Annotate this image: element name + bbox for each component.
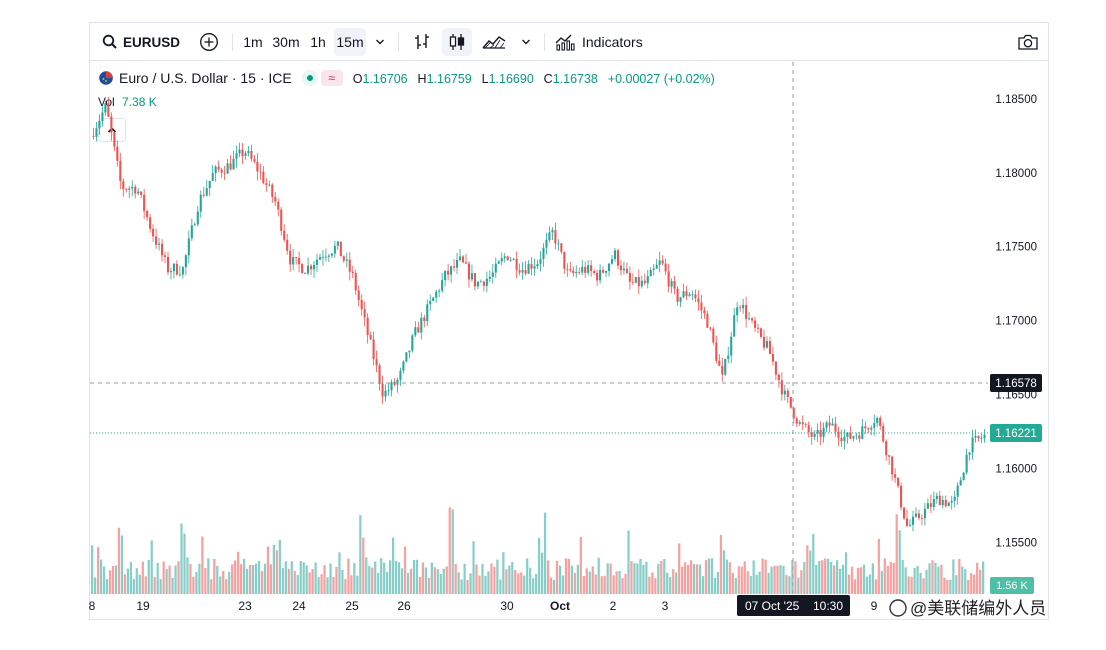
- close-label: C: [543, 72, 553, 86]
- volume-value: 7.38 K: [122, 95, 157, 109]
- area-style-button[interactable]: [479, 28, 509, 56]
- ohlc-values: O1.16706 H1.16759 L1.16690 C1.16738 +0.0…: [353, 70, 721, 86]
- volume-label[interactable]: Vol: [98, 95, 115, 109]
- series-legend: Euro / U.S. Dollar · 15 · ICE ≈ O1.16706…: [98, 69, 721, 87]
- indicators-label: Indicators: [582, 34, 643, 50]
- delayed-data-icon[interactable]: ≈: [320, 70, 343, 86]
- top-toolbar: EURUSD 1m 30m 1h 15m: [90, 23, 1048, 61]
- chevron-down-icon: [376, 39, 384, 45]
- chevron-down-icon: [522, 39, 530, 45]
- close-value: 1.16738: [552, 72, 598, 86]
- low-value: 1.16690: [488, 72, 534, 86]
- chevron-up-icon: [107, 127, 117, 133]
- toolbar-separator: [232, 33, 233, 51]
- plus-circle-icon: [200, 33, 218, 51]
- high-value: 1.16759: [426, 72, 472, 86]
- symbol-search[interactable]: EURUSD: [102, 23, 180, 61]
- series-title[interactable]: Euro / U.S. Dollar · 15 · ICE: [119, 70, 292, 86]
- candlestick-icon: [449, 34, 465, 50]
- bars-style-button[interactable]: [408, 28, 436, 56]
- interval-1m[interactable]: 1m: [243, 34, 263, 50]
- symbol-label: EURUSD: [123, 34, 181, 50]
- interval-30m[interactable]: 30m: [272, 34, 300, 50]
- interval-dropdown[interactable]: [370, 28, 390, 56]
- eu-us-flag-icon: [99, 71, 113, 85]
- open-label: O: [352, 72, 363, 86]
- area-chart-icon: [482, 36, 506, 49]
- chart-widget: EURUSD 1m 30m 1h 15m: [89, 22, 1049, 620]
- indicators-icon: [555, 34, 575, 51]
- change-value: +0.00027 (+0.02%): [607, 72, 715, 86]
- chart-style-dropdown[interactable]: [516, 28, 536, 56]
- snapshot-button[interactable]: [1014, 28, 1042, 56]
- bar-chart-style-icon: [415, 34, 429, 49]
- camera-icon: [1018, 34, 1038, 50]
- toolbar-separator: [544, 33, 545, 51]
- interval-1h[interactable]: 1h: [310, 34, 326, 50]
- market-status-dot: [301, 70, 318, 86]
- toolbar-separator: [398, 33, 399, 51]
- compare-button[interactable]: [196, 28, 222, 56]
- open-value: 1.16706: [362, 72, 408, 86]
- volume-legend: Vol 7.38 K: [98, 95, 157, 109]
- collapse-legend-button[interactable]: [98, 118, 126, 142]
- search-icon: [102, 34, 117, 49]
- low-label: L: [481, 72, 489, 86]
- indicators-button[interactable]: Indicators: [554, 28, 654, 56]
- candles-style-button[interactable]: [442, 28, 472, 56]
- interval-15m[interactable]: 15m: [334, 28, 366, 56]
- high-label: H: [417, 72, 427, 86]
